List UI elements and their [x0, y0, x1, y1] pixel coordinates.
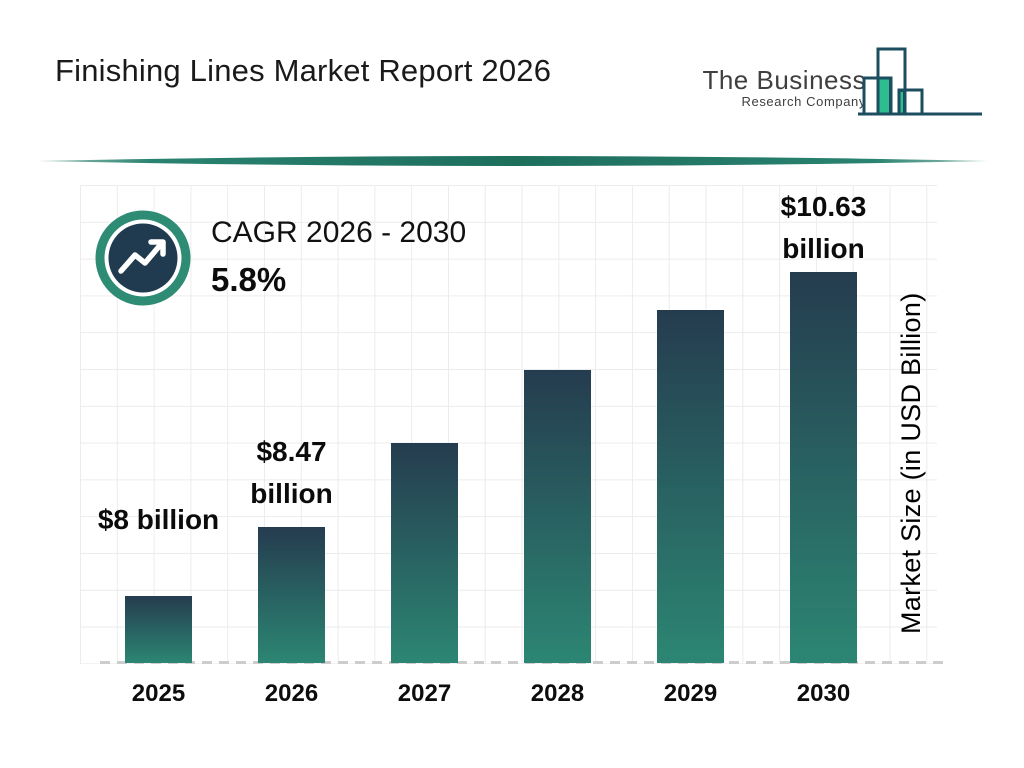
x-tick-2026: 2026: [264, 680, 319, 707]
value-label-2030: $10.63 billion: [729, 186, 919, 270]
page-title: Finishing Lines Market Report 2026: [55, 53, 552, 88]
value-label-line: billion: [782, 233, 865, 264]
logo-name: The Business: [702, 65, 866, 95]
bar-2026: [258, 527, 325, 663]
bar-2027: [391, 443, 458, 663]
value-label-line: $8 billion: [97, 504, 220, 535]
x-tick-2027: 2027: [397, 680, 452, 707]
bar-chart-skyline-icon: [858, 47, 982, 116]
value-label-2026: $8.47 billion: [197, 431, 387, 515]
x-axis-baseline: [100, 661, 945, 664]
y-axis-title: Market Size (in USD Billion): [896, 292, 926, 634]
value-label-line: $8.47: [256, 436, 327, 467]
value-label-line: $10.63: [780, 191, 867, 222]
value-label-2025: $8 billion: [64, 499, 254, 541]
x-tick-2025: 2025: [131, 680, 186, 707]
x-tick-2028: 2028: [530, 680, 585, 707]
logo-subname: Research Company: [741, 94, 866, 109]
bar-2028: [524, 370, 591, 663]
bar-2025: [125, 596, 192, 663]
x-tick-2029: 2029: [663, 680, 718, 707]
cagr-period-label: CAGR 2026 - 2030: [211, 216, 467, 249]
bar-2029: [657, 310, 724, 663]
x-tick-2030: 2030: [796, 680, 851, 707]
company-logo: The Business Research Company: [690, 36, 1000, 120]
value-label-line: billion: [250, 478, 333, 509]
separator-line: [38, 156, 988, 166]
bar-2030: [790, 272, 857, 663]
cagr-value: 5.8%: [211, 261, 287, 298]
logo-text: The Business Research Company: [690, 66, 866, 109]
trending-up-arrow-icon: [95, 210, 191, 306]
